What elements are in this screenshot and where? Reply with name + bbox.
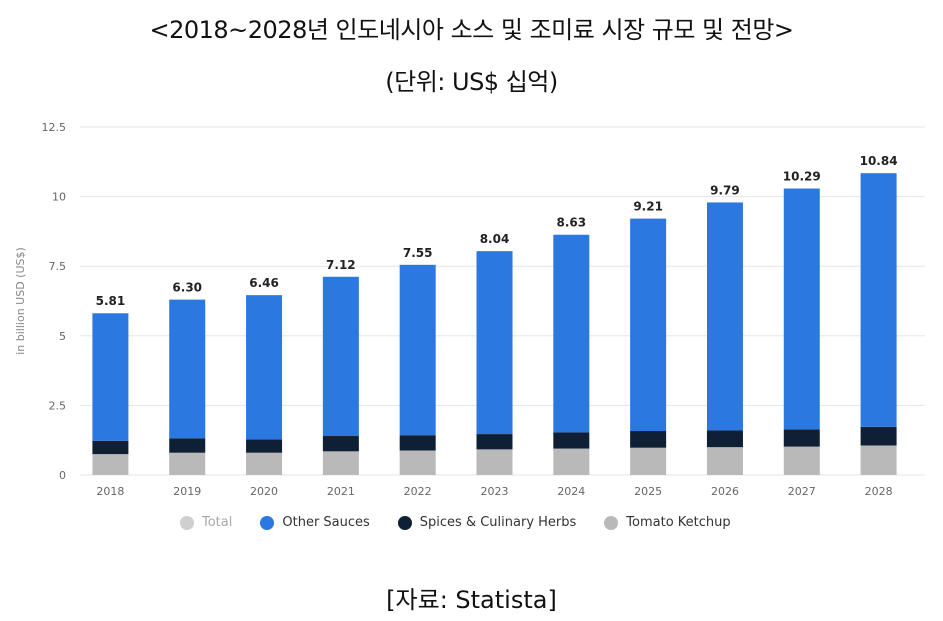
legend-label-ketchup: Tomato Ketchup [626, 515, 731, 530]
bar-segment [476, 434, 513, 450]
y-tick-label: 5 [59, 330, 66, 343]
legend-label-total: Total [202, 515, 233, 530]
y-tick-label: 2.5 [49, 399, 67, 412]
bar-segment [246, 452, 283, 475]
source-note: [자료: Statista] [386, 586, 557, 614]
data-label-total: 6.30 [172, 281, 202, 295]
bar-segment [706, 202, 743, 431]
bar-segment [476, 449, 513, 475]
x-tick-label: 2027 [788, 485, 816, 498]
x-tick-label: 2024 [557, 485, 585, 498]
legend-item-ketchup[interactable]: Tomato Ketchup [604, 515, 731, 530]
legend-swatch-other-sauces [260, 515, 275, 530]
chart-title: <2018~2028년 인도네시아 소스 및 조미료 시장 규모 및 전망> [149, 16, 794, 44]
bar-segment [246, 439, 283, 453]
data-label-total: 7.55 [403, 246, 433, 260]
y-axis-label: in billion USD (US$) [14, 247, 27, 355]
bar-segment [322, 436, 359, 452]
bar-segment [246, 295, 283, 440]
bar-segment [553, 234, 590, 433]
chart-subtitle: (단위: US$ 십억) [385, 68, 558, 96]
bar-segment [783, 429, 820, 447]
data-label-total: 10.29 [783, 170, 821, 184]
x-tick-label: 2022 [404, 485, 432, 498]
x-tick-label: 2020 [250, 485, 278, 498]
x-tick-label: 2025 [634, 485, 662, 498]
bar-segment [322, 451, 359, 475]
legend-label-spices: Spices & Culinary Herbs [419, 515, 577, 530]
bar-segment [399, 264, 436, 436]
bar-segment [92, 440, 129, 455]
x-tick-label: 2023 [481, 485, 509, 498]
bar-segment [553, 432, 590, 449]
legend-swatch-total [180, 515, 194, 530]
data-label-total: 5.81 [96, 294, 126, 308]
bar-segment [476, 251, 513, 435]
data-label-total: 9.21 [633, 200, 663, 214]
bar-segment [169, 452, 206, 475]
x-tick-label: 2026 [711, 485, 739, 498]
y-tick-label: 0 [59, 469, 66, 482]
x-tick-label: 2021 [327, 485, 355, 498]
data-label-total: 9.79 [710, 183, 740, 197]
bar-segment [399, 435, 436, 451]
bar-segment [169, 299, 206, 439]
legend-item-spices[interactable]: Spices & Culinary Herbs [397, 515, 577, 530]
bar-segment [706, 430, 743, 448]
data-label-total: 7.12 [326, 258, 356, 272]
bar-segment [553, 448, 590, 475]
y-tick-label: 7.5 [49, 260, 67, 273]
legend-swatch-ketchup [604, 515, 619, 530]
bar-segment [630, 431, 667, 448]
x-tick-label: 2018 [96, 485, 124, 498]
legend-item-other-sauces[interactable]: Other Sauces [260, 515, 370, 530]
chart-legend: Total Other Sauces Spices & Culinary Her… [180, 515, 731, 530]
bar-segment [706, 447, 743, 475]
bar-segment [860, 445, 897, 475]
bar-segment [783, 188, 820, 430]
x-tick-label: 2019 [173, 485, 201, 498]
bar-segment [399, 450, 436, 475]
data-label-total: 8.63 [557, 216, 587, 230]
bar-segment [92, 454, 129, 475]
bar-segment [322, 276, 359, 437]
data-label-total: 8.04 [480, 232, 510, 246]
legend-item-total[interactable]: Total [180, 515, 232, 530]
bar-segment [630, 447, 667, 475]
data-label-total: 6.46 [249, 276, 279, 290]
bar-segment [169, 438, 206, 453]
bar-segment [783, 446, 820, 475]
legend-label-other-sauces: Other Sauces [282, 515, 370, 530]
bar-segment [92, 313, 129, 441]
y-tick-label: 12.5 [42, 121, 67, 134]
data-label-total: 10.84 [860, 154, 898, 168]
legend-swatch-spices [397, 515, 412, 530]
bar-segment [630, 218, 667, 432]
y-tick-label: 10 [52, 191, 66, 204]
bar-segment [860, 173, 897, 427]
x-tick-label: 2028 [865, 485, 893, 498]
bar-segment [860, 426, 897, 446]
